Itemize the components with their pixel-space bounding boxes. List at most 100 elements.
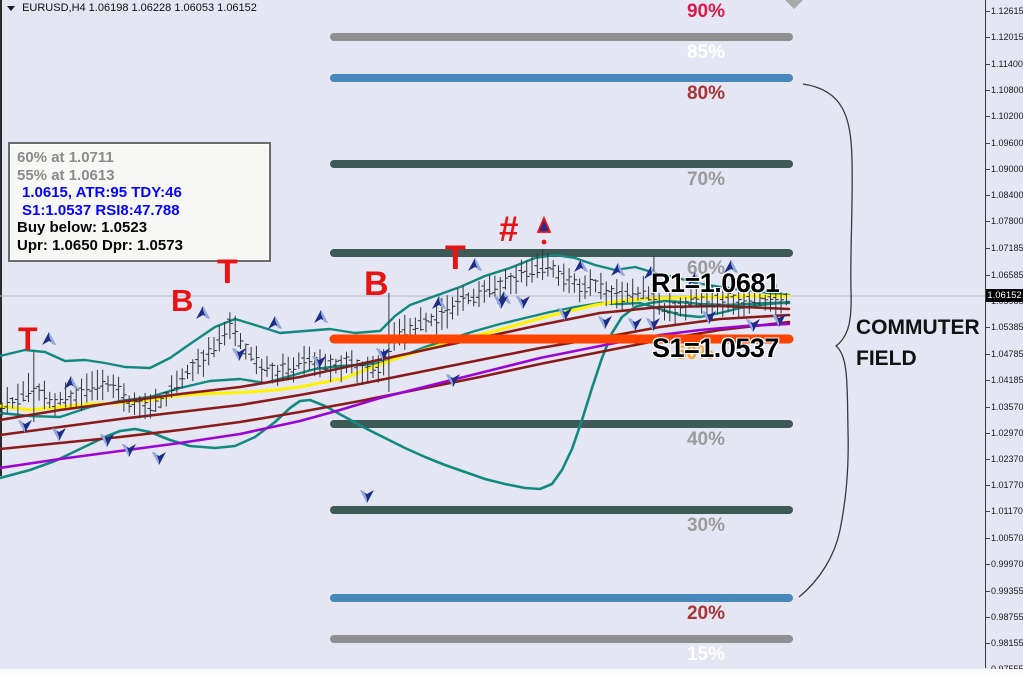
fractal-up-arrow-icon bbox=[268, 316, 282, 329]
teal-slow-ma bbox=[0, 299, 791, 491]
info-line-2: 55% at 1.0613 bbox=[17, 166, 115, 184]
fractal-up-arrow-icon bbox=[432, 296, 446, 309]
price-tick: 0.98155 bbox=[986, 638, 1023, 648]
fractal-down-arrow-icon bbox=[446, 374, 460, 387]
current-price-badge: 1.06152 bbox=[986, 289, 1023, 302]
info-line-1: 60% at 1.0711 bbox=[17, 149, 114, 166]
fractal-down-arrow-icon bbox=[516, 296, 530, 309]
fractal-down-arrow-icon bbox=[360, 490, 374, 503]
level-label-20%: 20% bbox=[687, 603, 725, 624]
fractal-down-arrow-icon bbox=[100, 434, 114, 447]
fractal-down-arrow-icon bbox=[122, 444, 136, 457]
fractal-arrows bbox=[18, 258, 786, 503]
fractal-up-arrow-icon bbox=[688, 272, 702, 285]
price-tick: 1.02370 bbox=[986, 454, 1023, 464]
commuter-field-brace[interactable] bbox=[798, 83, 853, 598]
price-bars bbox=[0, 249, 790, 422]
fractal-up-arrow-icon bbox=[644, 266, 658, 279]
price-tick: 1.08400 bbox=[986, 190, 1023, 200]
fractal-down-arrow-icon bbox=[702, 311, 716, 324]
red-mark-#: # bbox=[499, 210, 519, 249]
fractal-down-arrow-icon bbox=[772, 314, 786, 327]
fractal-up-arrow-icon bbox=[196, 306, 210, 319]
fractal-down-arrow-icon bbox=[376, 348, 390, 361]
price-tick: 1.12015 bbox=[986, 32, 1023, 42]
fractal-down-arrow-icon bbox=[628, 318, 642, 331]
fractal-down-arrow-icon bbox=[494, 296, 508, 309]
fractal-down-arrow-icon bbox=[232, 348, 246, 361]
fractal-up-arrow-icon bbox=[611, 263, 625, 276]
fractal-up-arrow-icon bbox=[314, 310, 328, 323]
fractal-down-arrow-icon bbox=[52, 428, 66, 441]
red-mark-B: B bbox=[364, 265, 389, 303]
price-tick: 1.00570 bbox=[986, 533, 1023, 543]
price-tick: 1.09600 bbox=[986, 138, 1023, 148]
price-tick: 1.07800 bbox=[986, 216, 1023, 226]
fractal-down-arrow-icon bbox=[18, 420, 32, 433]
chart-dropdown-icon[interactable] bbox=[7, 6, 15, 11]
signal-dot-icon bbox=[541, 239, 547, 245]
level-label-40%: 40% bbox=[687, 429, 725, 450]
fractal-down-arrow-icon bbox=[152, 452, 166, 465]
price-tick: 1.10800 bbox=[986, 85, 1023, 95]
red-mark-T: T bbox=[18, 321, 38, 357]
level-label-80%: 80% bbox=[687, 83, 725, 104]
fractal-down-arrow-icon bbox=[646, 318, 660, 331]
level-label-15%: 15% bbox=[687, 644, 725, 665]
window-bottom-edge bbox=[0, 669, 1023, 674]
fractal-down-arrow-icon bbox=[312, 356, 326, 369]
price-tick: 1.07185 bbox=[986, 243, 1023, 253]
teal-upper-band bbox=[0, 253, 791, 370]
indicator-info-panel: 60% at 1.0711 55% at 1.0613 1.0615, ATR:95… bbox=[8, 142, 271, 262]
fractal-up-arrow-icon bbox=[468, 258, 482, 271]
price-tick: 0.98755 bbox=[986, 612, 1023, 622]
price-tick: 1.01770 bbox=[986, 480, 1023, 490]
info-line-6: Upr: 1.0650 Dpr: 1.0573 bbox=[17, 236, 183, 254]
left-edge-bar bbox=[0, 0, 2, 476]
price-axis-separator bbox=[985, 0, 986, 668]
price-tick: 1.06585 bbox=[986, 270, 1023, 280]
fractal-up-arrow-icon bbox=[42, 332, 56, 345]
level-label-50%: 50% bbox=[676, 343, 714, 364]
price-tick: 1.09000 bbox=[986, 164, 1023, 174]
price-tick: 1.05385 bbox=[986, 322, 1023, 332]
maroon-ma-1 bbox=[0, 304, 791, 422]
level-label-60%: 60% bbox=[687, 258, 725, 279]
fractal-up-arrow-icon bbox=[724, 260, 738, 273]
info-line-3: 1.0615, ATR:95 TDY:46 bbox=[22, 184, 182, 201]
fractal-down-arrow-icon bbox=[746, 319, 760, 332]
red-mark-T: T bbox=[217, 253, 238, 291]
commuter-field-label: COMMUTER FIELD bbox=[856, 316, 980, 370]
price-tick: 1.04785 bbox=[986, 349, 1023, 359]
level-label-90%: 90% bbox=[687, 1, 725, 22]
price-tick: 1.01170 bbox=[986, 506, 1023, 516]
price-tick: 1.12615 bbox=[986, 6, 1023, 16]
price-tick: 1.04185 bbox=[986, 375, 1023, 385]
red-mark-T: T bbox=[445, 239, 466, 277]
info-line-4: S1:1.0537 RSI8:47.788 bbox=[22, 201, 180, 219]
price-tick: 1.11400 bbox=[986, 59, 1023, 69]
level-label-30%: 30% bbox=[687, 515, 725, 536]
level-label-85%: 85% bbox=[687, 42, 725, 63]
info-line-5: Buy below: 1.0523 bbox=[17, 219, 148, 236]
fractal-up-arrow-icon bbox=[574, 259, 588, 272]
level-label-70%: 70% bbox=[687, 169, 725, 190]
red-mark-B: B bbox=[171, 283, 194, 318]
teal-lower-band bbox=[0, 300, 791, 419]
chart-surface[interactable]: 90% 85% 80% 70% 60% 40% 30% 20% 15% 50% bbox=[0, 0, 985, 668]
price-tick: 1.02970 bbox=[986, 428, 1023, 438]
purple-ma bbox=[0, 322, 791, 470]
price-tick: 1.10200 bbox=[986, 111, 1023, 121]
maroon-ma-2 bbox=[0, 313, 791, 437]
price-tick: 0.99970 bbox=[986, 559, 1023, 569]
scroll-to-end-icon[interactable] bbox=[785, 0, 803, 9]
fractal-down-arrow-icon bbox=[558, 308, 572, 321]
price-tick: 0.99355 bbox=[986, 586, 1023, 596]
price-tick: 1.03570 bbox=[986, 402, 1023, 412]
fractal-up-arrow-icon bbox=[64, 376, 78, 389]
fractal-down-arrow-icon bbox=[598, 316, 612, 329]
r1-resistance-label[interactable]: R1=1.0681 bbox=[651, 268, 780, 298]
symbol-ohlc-text: EURUSD,H4 1.06198 1.06228 1.06053 1.0615… bbox=[22, 2, 257, 14]
s1-support-label[interactable]: S1=1.0537 bbox=[652, 333, 779, 363]
